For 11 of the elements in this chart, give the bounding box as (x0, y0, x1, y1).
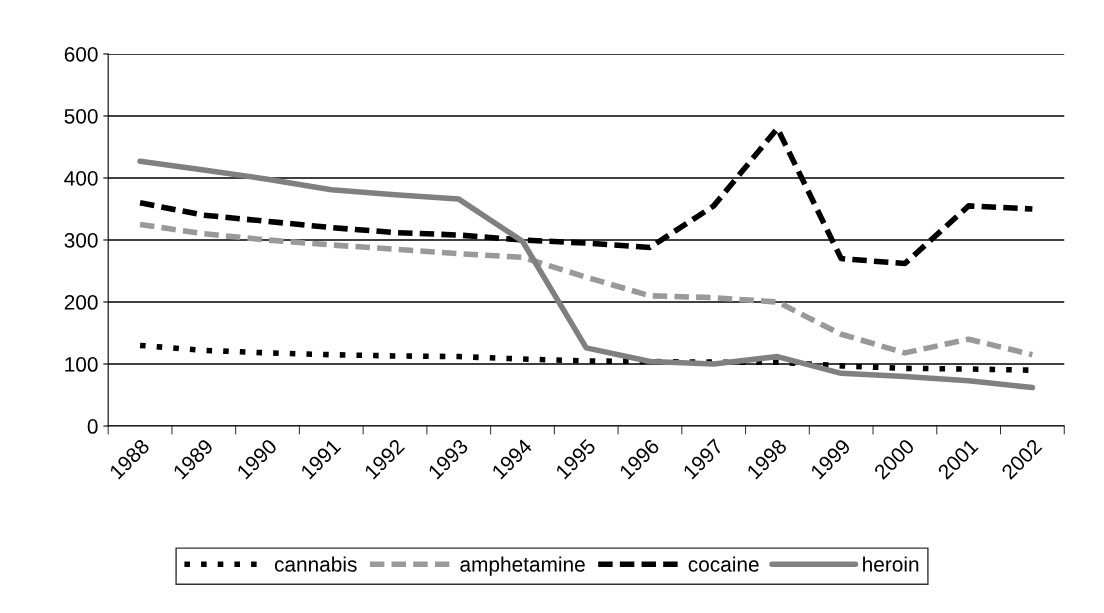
y-tick-label: 300 (64, 232, 98, 248)
y-tick-label: 500 (64, 108, 98, 124)
y-tick-label: 100 (65, 357, 98, 372)
legend-label: amphetamine (460, 556, 585, 576)
y-tick-label: 200 (64, 295, 98, 310)
y-tick-label: 0 (87, 419, 98, 434)
y-tick-label: 600 (64, 46, 98, 62)
legend-label: cocaine (688, 556, 759, 572)
legend-label: heroin (863, 556, 919, 572)
y-tick-label: 400 (64, 170, 98, 186)
legend-label: cannabis (274, 556, 357, 572)
